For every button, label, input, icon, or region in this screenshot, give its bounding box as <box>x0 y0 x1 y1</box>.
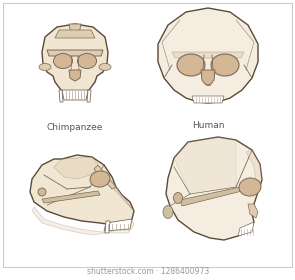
Polygon shape <box>238 222 254 236</box>
Circle shape <box>38 188 46 196</box>
Polygon shape <box>158 8 258 103</box>
Polygon shape <box>42 191 100 203</box>
Polygon shape <box>42 24 108 96</box>
Polygon shape <box>47 50 103 56</box>
Polygon shape <box>69 24 81 34</box>
Polygon shape <box>54 157 100 179</box>
Polygon shape <box>30 155 134 225</box>
Ellipse shape <box>53 53 73 69</box>
Ellipse shape <box>90 171 110 187</box>
Polygon shape <box>62 90 88 100</box>
Polygon shape <box>166 137 262 240</box>
Polygon shape <box>180 187 242 206</box>
Polygon shape <box>174 137 236 194</box>
Polygon shape <box>172 52 244 58</box>
Ellipse shape <box>173 193 183 204</box>
Polygon shape <box>69 70 81 81</box>
Ellipse shape <box>78 53 96 69</box>
Polygon shape <box>94 165 116 189</box>
Polygon shape <box>87 90 91 102</box>
Polygon shape <box>248 204 258 218</box>
Polygon shape <box>201 70 215 85</box>
Ellipse shape <box>239 178 261 196</box>
Polygon shape <box>105 221 110 233</box>
Polygon shape <box>192 96 224 103</box>
Polygon shape <box>114 187 134 211</box>
Polygon shape <box>246 150 262 182</box>
Polygon shape <box>59 90 63 102</box>
Ellipse shape <box>163 206 173 218</box>
Ellipse shape <box>99 64 111 71</box>
Ellipse shape <box>211 54 239 76</box>
Polygon shape <box>55 30 95 38</box>
Text: Chimpanzee: Chimpanzee <box>47 123 103 132</box>
Polygon shape <box>32 207 134 235</box>
Ellipse shape <box>177 54 205 76</box>
Text: Human: Human <box>192 120 224 129</box>
Text: shutterstock.com · 1286400973: shutterstock.com · 1286400973 <box>87 267 209 277</box>
Polygon shape <box>104 219 132 231</box>
Ellipse shape <box>39 64 51 71</box>
